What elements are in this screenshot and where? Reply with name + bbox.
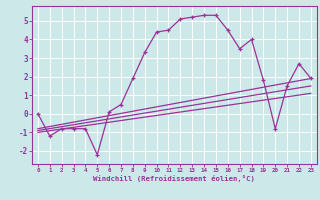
X-axis label: Windchill (Refroidissement éolien,°C): Windchill (Refroidissement éolien,°C)	[93, 175, 255, 182]
